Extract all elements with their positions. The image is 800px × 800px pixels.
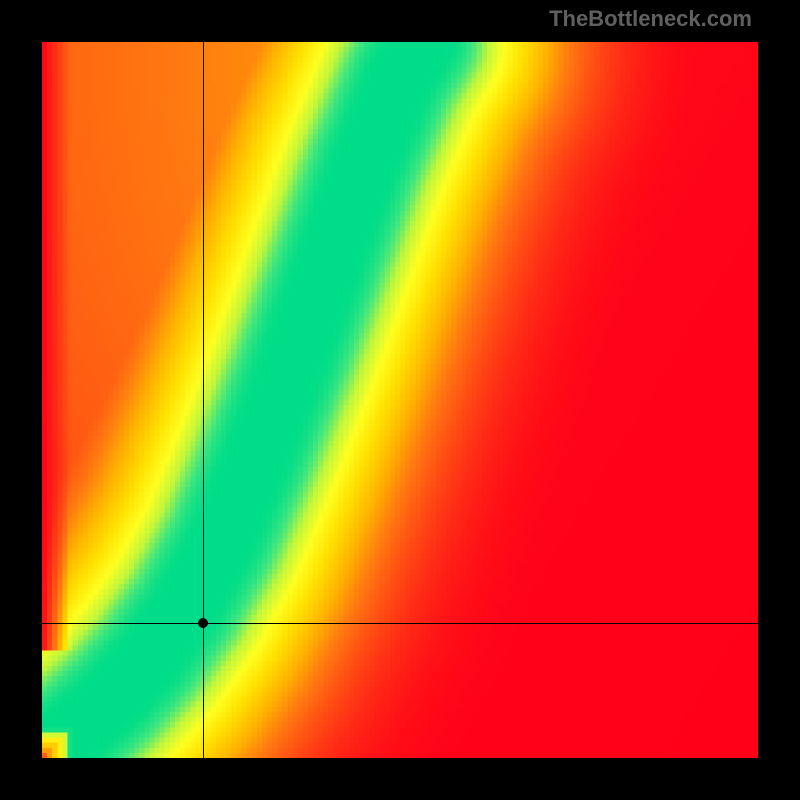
crosshair-vertical xyxy=(203,42,204,758)
crosshair-horizontal xyxy=(42,623,758,624)
heatmap-canvas xyxy=(42,42,758,758)
chart-frame: TheBottleneck.com xyxy=(0,0,800,800)
watermark-label: TheBottleneck.com xyxy=(549,6,752,32)
crosshair-marker xyxy=(198,618,208,628)
